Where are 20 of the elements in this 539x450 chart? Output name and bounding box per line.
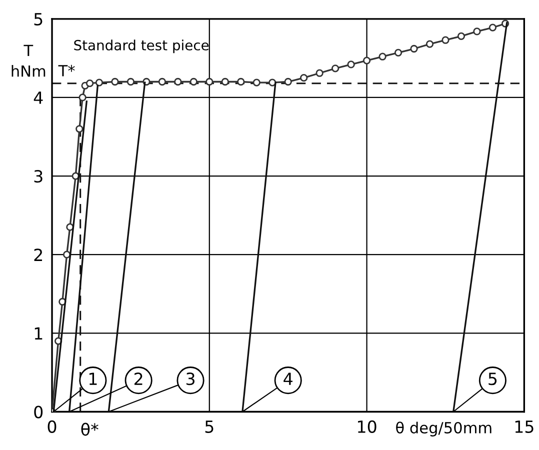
annotation: 1 (89, 372, 97, 385)
x-tick-label: 15 (515, 420, 534, 433)
y-axis-title: T hNm (12, 44, 46, 77)
x-tick-label: 0 (48, 420, 56, 433)
y-tick-label: 4 (34, 92, 43, 104)
annotation: 2 (134, 372, 142, 385)
x-axis-title: θ deg/50mm (396, 422, 492, 436)
annotation: 3 (186, 372, 194, 386)
y-tick-label: 0 (34, 406, 43, 418)
ref-line-label: θ* (81, 422, 98, 436)
x-tick-label: 5 (205, 420, 214, 433)
annotation: 4 (284, 372, 292, 385)
y-tick-label: 2 (34, 248, 42, 261)
annotation: Standard test piece (74, 40, 209, 54)
y-tick-label: 5 (34, 13, 42, 26)
ref-line-label: T* (58, 64, 75, 76)
y-tick-label: 3 (34, 170, 42, 183)
annotation: 5 (488, 372, 497, 386)
x-tick-label: 10 (358, 420, 376, 433)
y-tick-label: 1 (34, 327, 42, 340)
